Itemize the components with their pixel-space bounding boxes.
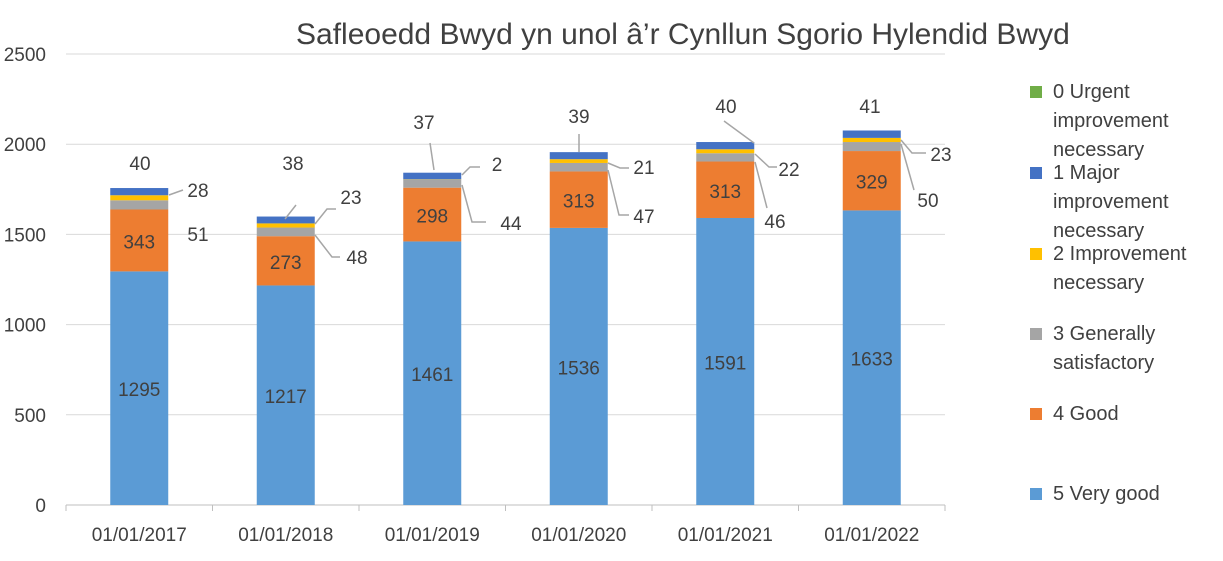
data-label: 38 [282,154,303,175]
data-label: 23 [930,145,951,166]
data-label: 1591 [704,353,746,374]
leader-line [754,161,768,209]
legend-swatch [1030,248,1042,260]
legend-swatch [1030,488,1042,500]
data-label: 1217 [265,387,307,408]
data-label: 40 [129,154,150,175]
legend-label: 0 Urgent improvement necessary [1053,81,1169,161]
bar-segment [256,236,315,286]
data-label: 28 [187,181,208,202]
data-label: 2 [492,155,503,176]
y-tick-label: 2500 [4,45,46,66]
y-tick-label: 0 [35,496,46,517]
bar-segment [549,152,608,160]
data-label: 313 [709,182,741,203]
bar-segment [842,130,901,138]
x-tick-label: 01/01/2017 [92,525,187,546]
data-label: 1536 [558,358,600,379]
bar-segment [549,159,608,163]
leader-line [607,169,629,216]
data-label: 1461 [411,365,453,386]
bar-segment [110,195,169,201]
legend-label: 4 Good [1053,403,1119,425]
bar-segment [256,216,315,224]
leader-line [900,143,915,191]
leader-line [754,153,777,168]
y-tick-label: 2000 [4,135,46,156]
bar-segment [256,227,315,237]
data-label: 298 [416,207,448,228]
x-tick-label: 01/01/2018 [238,525,333,546]
legend-label: 5 Very good [1053,483,1160,505]
bar-segment [696,153,755,162]
legend-label: 2 Improvement necessary [1053,243,1187,294]
bar-segment [696,149,755,154]
bar-segment [403,179,462,188]
data-label: 37 [413,113,434,134]
bar-segment [110,188,169,196]
bar-segment [256,285,315,505]
legend-swatch [1030,408,1042,420]
leader-line [461,184,486,223]
y-tick-label: 500 [14,406,46,427]
bar-segment [403,241,462,505]
data-label: 23 [340,188,361,209]
data-label: 21 [633,158,654,179]
legend-label: 1 Major improvement necessary [1053,162,1169,242]
data-label: 51 [187,225,208,246]
y-tick-label: 1000 [4,316,46,337]
leader-line [168,189,184,196]
data-label: 343 [123,232,155,253]
data-label: 47 [633,207,654,228]
bar-segment [842,210,901,505]
leader-line [284,204,297,220]
leader-line [314,208,336,225]
data-label: 44 [500,214,522,235]
data-label: 1633 [851,350,893,371]
x-tick-label: 01/01/2022 [824,525,919,546]
x-tick-label: 01/01/2019 [385,525,480,546]
leader-line [314,234,340,258]
x-tick-label: 01/01/2021 [678,525,773,546]
y-tick-label: 1500 [4,225,46,246]
bar-segment [696,142,755,150]
bar-segment [549,162,608,172]
bar-segment [403,172,462,180]
data-label: 329 [856,173,888,194]
leader-line [900,139,926,154]
data-label: 46 [764,212,785,233]
leader-line [607,162,629,169]
bar-segment [842,142,901,152]
x-tick-label: 01/01/2020 [531,525,626,546]
bar-segment [696,161,755,218]
bar-segment [696,217,755,506]
bar-segment [256,223,315,228]
bar-segment [842,151,901,211]
data-label: 22 [778,160,799,181]
legend-swatch [1030,86,1042,98]
bar-segment [549,171,608,228]
leader-line [461,166,480,176]
data-label: 40 [715,97,736,118]
data-label: 313 [563,192,595,213]
data-label: 1295 [118,380,160,401]
legend-swatch [1030,328,1042,340]
bar-segment [842,137,901,143]
legend-label: 3 Generally satisfactory [1053,323,1156,374]
data-label: 50 [917,191,938,212]
bar-segment [403,187,462,242]
bar-segment [549,227,608,506]
data-label: 41 [859,97,880,118]
legend-swatch [1030,167,1042,179]
bar-segment [110,209,169,272]
leader-line [723,120,755,144]
bar-segment [110,271,169,505]
data-label: 39 [568,107,589,128]
data-label: 273 [270,253,302,274]
chart-title: Safleoedd Bwyd yn unol â’r Cynllun Sgori… [296,18,1070,51]
bar-segment [110,200,169,210]
leader-line [429,142,435,171]
data-label: 48 [346,248,367,269]
